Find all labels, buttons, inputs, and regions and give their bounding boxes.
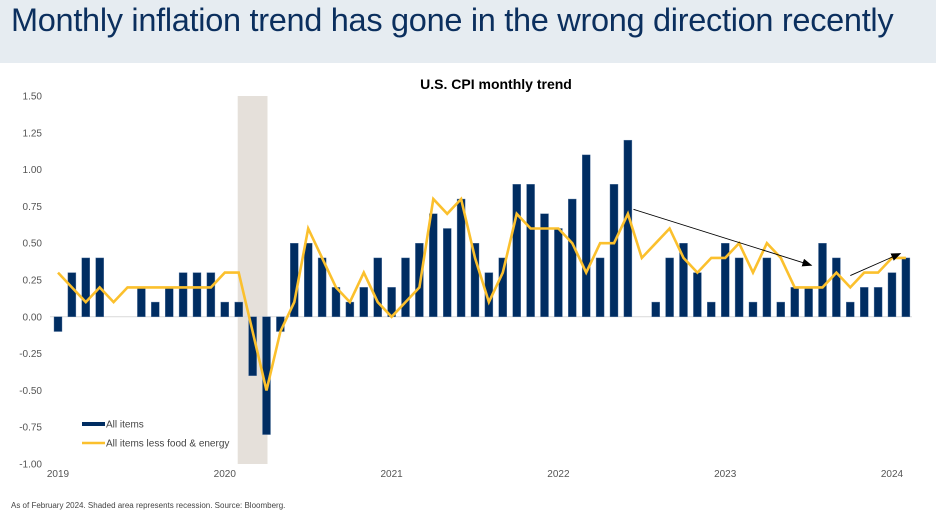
bar-all-items <box>498 257 507 317</box>
bar-all-items <box>762 257 772 317</box>
y-tick-label: 0.00 <box>23 312 43 323</box>
x-axis: 2019 2020 2021 2022 2023 2024 <box>47 469 904 480</box>
x-tick-label: 2024 <box>881 469 904 480</box>
bar-all-items <box>234 301 243 318</box>
x-tick-label: 2019 <box>47 469 70 480</box>
bar-all-items <box>151 301 160 318</box>
bar-all-items <box>721 242 730 317</box>
x-tick-label: 2023 <box>714 469 737 480</box>
y-axis: -1.00 -0.75 -0.50 -0.25 0.00 0.25 0.50 0.75 1.00… <box>19 92 42 471</box>
legend-swatch-all-items <box>82 422 105 426</box>
y-tick-label: 0.75 <box>23 202 43 213</box>
bar-all-items <box>304 242 313 317</box>
y-tick-label: -1.00 <box>19 460 42 471</box>
cpi-chart: U.S. CPI monthly trend -1.00 -0.75 -0.50 -0… <box>19 76 912 480</box>
bar-all-items <box>443 228 452 317</box>
bar-all-items <box>748 301 758 318</box>
y-tick-label: -0.25 <box>19 349 42 360</box>
bar-all-items <box>373 257 382 317</box>
bar-all-items <box>554 228 563 317</box>
bar-all-items <box>873 287 883 318</box>
bar-all-items <box>540 213 549 317</box>
bar-all-items <box>178 272 188 317</box>
bar-all-items <box>679 242 688 317</box>
bar-all-items <box>804 287 813 318</box>
bar-all-items <box>665 257 674 317</box>
bar-all-items <box>651 301 660 318</box>
footnote: As of February 2024. Shaded area represe… <box>11 501 286 510</box>
bar-all-items <box>846 301 855 318</box>
bar-all-items <box>568 198 577 317</box>
legend: All items All items less food & energy <box>82 420 229 450</box>
y-tick-label: -0.50 <box>19 386 42 397</box>
page-title: Monthly inflation trend has gone in the … <box>11 2 894 38</box>
bar-all-items <box>512 184 521 317</box>
bar-all-items <box>220 301 230 318</box>
bar-all-items <box>401 257 410 317</box>
bar-all-items <box>707 301 716 318</box>
bar-all-items <box>526 184 535 317</box>
bar-all-items <box>790 287 799 318</box>
bar-all-items <box>609 184 619 317</box>
y-tick-label: 0.25 <box>23 276 43 287</box>
bar-all-items <box>345 301 355 318</box>
header-band: Monthly inflation trend has gone in the … <box>0 0 936 63</box>
bar-all-items <box>832 257 841 317</box>
line-core-cpi <box>57 196 906 391</box>
y-tick-label: -0.75 <box>19 423 42 434</box>
y-tick-label: 0.50 <box>23 239 43 250</box>
bar-all-items <box>67 272 77 317</box>
bar-all-items <box>818 242 827 317</box>
bar-all-items <box>734 257 744 317</box>
bar-all-items <box>429 213 438 317</box>
x-tick-label: 2022 <box>547 469 570 480</box>
x-tick-label: 2021 <box>380 469 403 480</box>
annotations <box>633 208 902 276</box>
all-items-bars <box>53 139 911 435</box>
legend-label-all-items: All items <box>106 420 144 431</box>
bar-all-items <box>53 316 63 332</box>
core-line-layer <box>57 196 906 391</box>
bar-all-items <box>887 272 897 317</box>
bar-all-items <box>137 287 146 318</box>
y-tick-label: 1.00 <box>23 165 43 176</box>
bar-all-items <box>456 198 466 317</box>
x-tick-label: 2020 <box>214 469 237 480</box>
bar-all-items <box>192 272 202 317</box>
y-tick-label: 1.50 <box>23 92 43 103</box>
bar-all-items <box>470 242 480 317</box>
bar-all-items <box>776 301 785 318</box>
chart-title: U.S. CPI monthly trend <box>420 76 572 92</box>
bar-all-items <box>359 287 368 318</box>
y-tick-label: 1.25 <box>23 128 43 139</box>
bar-all-items <box>693 272 702 317</box>
downtrend-arrow <box>633 208 813 267</box>
bar-all-items <box>206 272 216 317</box>
bar-all-items <box>81 257 91 317</box>
bar-all-items <box>582 154 591 317</box>
bar-all-items <box>901 257 911 317</box>
bar-all-items <box>164 287 174 318</box>
uptrend-arrow <box>850 253 902 276</box>
bar-all-items <box>860 287 869 318</box>
bar-all-items <box>623 139 633 318</box>
bar-all-items <box>595 257 605 317</box>
legend-label-core: All items less food & energy <box>106 439 229 450</box>
